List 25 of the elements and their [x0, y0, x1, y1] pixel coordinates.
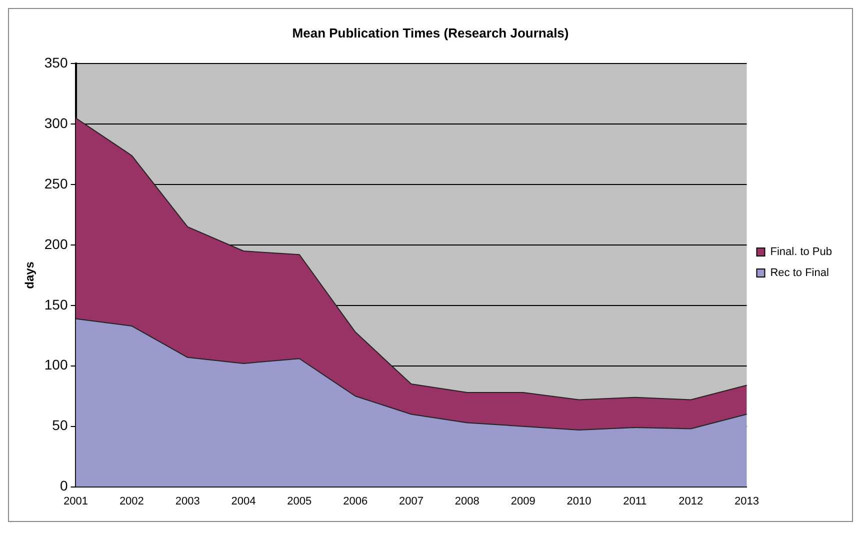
x-tick-label: 2001 — [64, 495, 88, 508]
x-tick-label: 2006 — [343, 495, 368, 508]
y-tick-label: 300 — [44, 114, 68, 131]
y-axis-title: days — [22, 261, 37, 289]
y-tick-label: 0 — [60, 478, 68, 494]
legend-label: Rec to Final — [770, 267, 829, 280]
x-tick-label: 2005 — [287, 495, 312, 508]
x-tick-label: 2013 — [734, 495, 759, 508]
y-tick-label: 250 — [44, 175, 68, 192]
legend-label: Final. to Pub — [770, 246, 832, 258]
y-tick-label: 200 — [44, 236, 68, 252]
chart-title: Mean Publication Times (Research Journals) — [292, 25, 569, 40]
x-tick-label: 2002 — [119, 495, 144, 508]
y-tick-label: 350 — [44, 54, 68, 70]
y-tick-label: 150 — [44, 296, 68, 312]
y-tick-label: 50 — [52, 417, 68, 434]
x-tick-label: 2003 — [175, 495, 200, 508]
x-tick-label: 2011 — [623, 495, 647, 508]
x-tick-label: 2007 — [399, 495, 424, 508]
x-tick-label: 2012 — [678, 495, 704, 508]
x-tick-label: 2010 — [566, 495, 592, 508]
x-tick-label: 2008 — [454, 495, 480, 508]
x-tick-label: 2009 — [510, 495, 536, 508]
x-tick-label: 2004 — [231, 495, 256, 508]
y-tick-label: 100 — [44, 356, 68, 373]
